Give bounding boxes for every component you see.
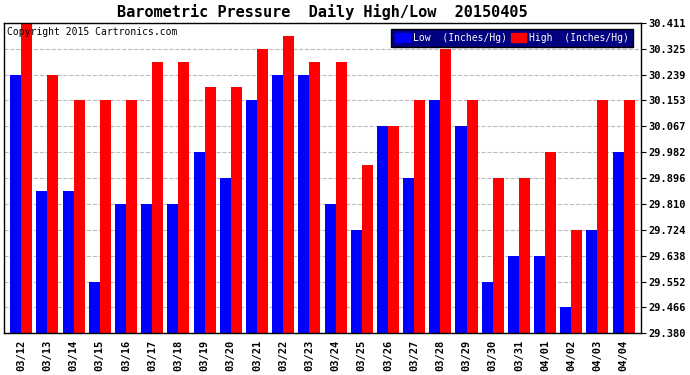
Bar [560, 308, 571, 333]
Bar [414, 100, 425, 333]
Bar [178, 62, 189, 333]
Bar [141, 204, 152, 333]
Bar [230, 87, 241, 333]
Bar [508, 256, 519, 333]
Bar [466, 100, 477, 333]
Text: Copyright 2015 Cartronics.com: Copyright 2015 Cartronics.com [8, 27, 178, 38]
Bar [74, 100, 85, 333]
Bar [309, 62, 320, 333]
Bar [152, 62, 163, 333]
Bar [272, 75, 283, 333]
Bar [48, 75, 59, 333]
Bar [519, 178, 530, 333]
Bar [377, 126, 388, 333]
Bar [63, 191, 74, 333]
Bar [598, 100, 609, 333]
Bar [534, 256, 545, 333]
Bar [21, 23, 32, 333]
Bar [571, 230, 582, 333]
Bar [482, 282, 493, 333]
Bar [440, 49, 451, 333]
Bar [403, 178, 414, 333]
Bar [624, 100, 635, 333]
Bar [362, 165, 373, 333]
Bar [335, 62, 346, 333]
Bar [204, 87, 215, 333]
Bar [283, 36, 294, 333]
Bar [10, 75, 21, 333]
Title: Barometric Pressure  Daily High/Low  20150405: Barometric Pressure Daily High/Low 20150… [117, 4, 528, 20]
Bar [586, 230, 598, 333]
Bar [257, 49, 268, 333]
Bar [37, 191, 48, 333]
Bar [219, 178, 230, 333]
Bar [455, 126, 466, 333]
Bar [194, 152, 204, 333]
Bar [246, 100, 257, 333]
Bar [168, 204, 178, 333]
Legend: Low  (Inches/Hg), High  (Inches/Hg): Low (Inches/Hg), High (Inches/Hg) [391, 29, 633, 47]
Bar [126, 100, 137, 333]
Bar [351, 230, 362, 333]
Bar [613, 152, 624, 333]
Bar [324, 204, 335, 333]
Bar [429, 100, 440, 333]
Bar [493, 178, 504, 333]
Bar [100, 100, 111, 333]
Bar [115, 204, 126, 333]
Bar [545, 152, 556, 333]
Bar [388, 126, 399, 333]
Bar [89, 282, 100, 333]
Bar [298, 75, 309, 333]
